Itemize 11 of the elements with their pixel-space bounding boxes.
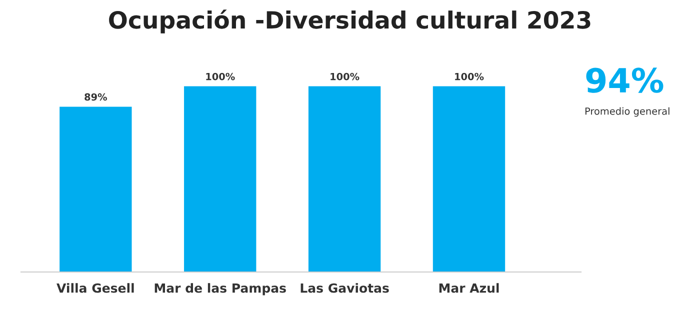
text: 94% xyxy=(586,68,664,93)
data-label: 89% xyxy=(84,93,107,101)
data-label: 100% xyxy=(455,72,484,80)
chart-title: Ocupación -Diversidad cultural 2023 xyxy=(109,10,590,34)
data-label: 100% xyxy=(206,72,235,80)
text: Promedio general xyxy=(585,107,670,117)
x-tick-label: Las Gaviotas xyxy=(300,283,389,293)
x-tick-label: Mar Azul xyxy=(439,283,499,293)
x-tick-label: Mar de las Pampas xyxy=(154,283,286,296)
x-tick-label: Villa Gesell xyxy=(56,283,134,293)
data-label: 100% xyxy=(330,72,360,80)
